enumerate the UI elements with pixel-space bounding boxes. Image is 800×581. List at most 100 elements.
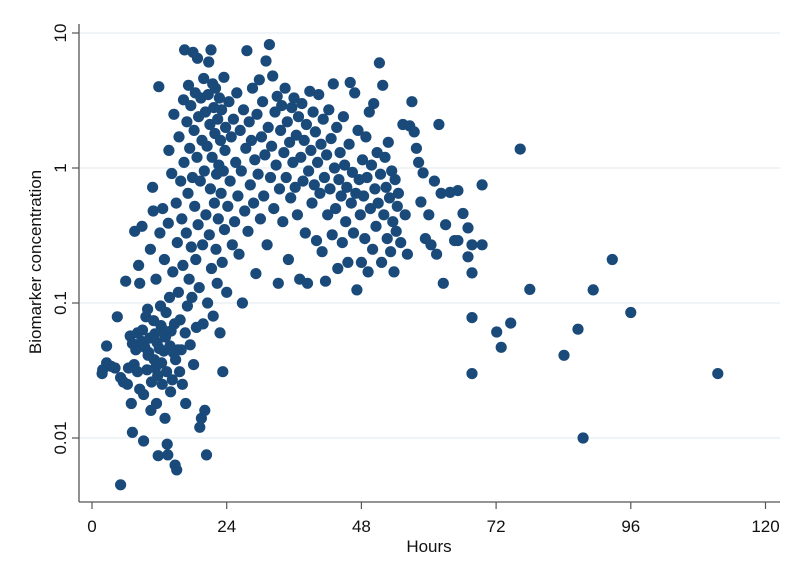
data-point: [606, 253, 618, 266]
data-point: [174, 366, 186, 378]
data-point: [227, 113, 239, 125]
data-point: [333, 174, 345, 186]
data-point: [221, 286, 233, 298]
data-point: [149, 328, 161, 340]
data-point: [152, 370, 164, 382]
data-point: [399, 209, 411, 221]
data-point: [440, 219, 452, 231]
data-point: [295, 151, 307, 163]
data-point: [495, 341, 507, 353]
data-point: [271, 90, 283, 102]
data-point: [115, 479, 127, 491]
data-point: [326, 229, 338, 241]
data-point: [334, 147, 346, 159]
data-point: [300, 118, 312, 131]
data-point: [214, 327, 226, 339]
data-point: [406, 96, 418, 108]
data-point: [159, 412, 171, 424]
data-point: [215, 187, 227, 199]
data-point: [363, 106, 375, 118]
data-point: [161, 366, 173, 378]
data-point: [323, 104, 335, 116]
data-point: [200, 209, 212, 221]
data-point: [275, 124, 287, 136]
data-point: [290, 129, 302, 141]
data-point: [162, 217, 174, 229]
data-point: [219, 144, 231, 156]
data-point: [330, 203, 342, 215]
data-point: [391, 200, 403, 212]
data-point: [308, 179, 320, 191]
data-point: [170, 354, 182, 366]
data-point: [408, 126, 420, 138]
data-point: [182, 187, 194, 199]
data-point: [230, 156, 242, 168]
data-point: [382, 136, 394, 148]
data-point: [388, 266, 400, 278]
data-point: [226, 239, 238, 251]
data-point: [205, 262, 218, 275]
data-point: [319, 275, 332, 287]
data-point: [133, 259, 145, 271]
data-point: [243, 116, 255, 128]
data-point: [380, 181, 392, 193]
data-point: [392, 187, 404, 199]
data-point: [181, 300, 193, 312]
data-point: [184, 339, 196, 351]
data-point: [258, 190, 270, 202]
data-point: [260, 55, 272, 67]
data-point: [281, 116, 293, 128]
data-point: [180, 397, 192, 410]
data-point: [347, 227, 360, 239]
data-point: [466, 239, 478, 251]
data-point: [136, 220, 148, 232]
data-point: [310, 235, 323, 247]
data-point: [240, 142, 252, 154]
data-point: [170, 197, 182, 209]
data-point: [237, 104, 250, 116]
data-point: [231, 87, 243, 99]
data-point: [188, 124, 200, 136]
data-point: [194, 421, 206, 433]
data-point: [179, 327, 191, 339]
data-point: [259, 149, 271, 161]
data-point: [161, 438, 173, 450]
y-tick-label: 10: [51, 24, 70, 43]
data-point: [263, 39, 275, 51]
data-point: [125, 397, 137, 410]
data-point: [250, 268, 262, 280]
data-point: [144, 243, 156, 255]
x-tick-label: 0: [87, 517, 96, 536]
data-point: [299, 227, 311, 239]
data-point: [284, 136, 296, 148]
data-point: [317, 113, 329, 125]
data-point: [318, 171, 330, 184]
data-point: [262, 121, 274, 133]
data-point: [355, 256, 367, 268]
data-point: [157, 203, 169, 215]
data-point: [365, 159, 378, 171]
data-point: [141, 364, 153, 376]
y-tick-label: 0.1: [51, 291, 70, 315]
data-point: [344, 76, 356, 89]
data-point: [381, 233, 393, 245]
data-point: [321, 149, 333, 161]
data-point: [191, 52, 204, 64]
data-point: [197, 239, 209, 251]
data-point: [324, 183, 336, 195]
data-point: [244, 179, 256, 191]
data-point: [130, 344, 142, 356]
data-point: [342, 256, 354, 268]
data-point: [101, 340, 113, 352]
data-point: [218, 71, 230, 83]
data-point: [387, 216, 399, 228]
data-point: [213, 92, 225, 104]
data-point: [466, 312, 478, 324]
data-point: [218, 224, 231, 236]
x-axis-title: Hours: [406, 537, 451, 556]
data-point: [178, 156, 190, 168]
data-point: [312, 156, 324, 168]
data-point: [437, 277, 449, 289]
data-point: [225, 131, 237, 143]
data-point: [173, 131, 185, 143]
